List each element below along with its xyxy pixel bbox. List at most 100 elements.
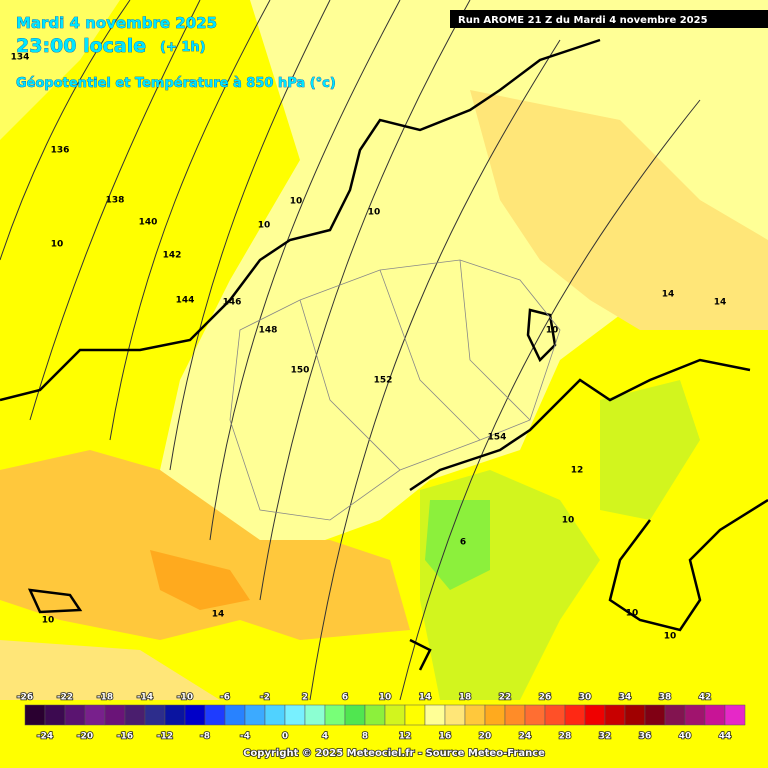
- header: Mardi 4 novembre 2025 23:00 locale (+ 1h…: [16, 10, 768, 91]
- scale-label: 42: [699, 693, 712, 703]
- scale-label: 20: [479, 732, 492, 742]
- scale-label: -12: [157, 732, 173, 742]
- scale-swatch: [724, 704, 746, 726]
- isotherm-label: 14: [212, 610, 225, 620]
- scale-swatch: [204, 704, 226, 726]
- scale-label: -14: [137, 693, 153, 703]
- scale-swatch: [284, 704, 306, 726]
- isotherm-label: 10: [51, 240, 64, 250]
- run-banner: [450, 10, 768, 28]
- isotherm-label: 10: [368, 208, 381, 218]
- coastlines: [0, 38, 768, 671]
- field-title: Géopotentiel et Température à 850 hPa (°…: [16, 76, 336, 91]
- scale-label: 8: [362, 732, 368, 742]
- scale-label: -8: [200, 732, 210, 742]
- scale-swatch: [404, 704, 426, 726]
- scale-swatch: [444, 704, 466, 726]
- scale-label: 30: [579, 693, 592, 703]
- scale-swatch: [544, 704, 566, 726]
- scale-swatch: [64, 704, 86, 726]
- scale-label: 24: [519, 732, 532, 742]
- scale-swatch: [684, 704, 706, 726]
- scale-label: -18: [97, 693, 113, 703]
- scale-label: 2: [302, 693, 308, 703]
- run-text: Run AROME 21 Z du Mardi 4 novembre 2025: [458, 15, 708, 26]
- scale-swatch: [584, 704, 606, 726]
- isohypse-label: 134: [11, 53, 30, 63]
- scale-swatch: [124, 704, 146, 726]
- isotherm-label: 10: [664, 632, 677, 642]
- scale-label: 4: [322, 732, 328, 742]
- scale-swatch: [384, 704, 406, 726]
- isotherm-label: 10: [626, 609, 639, 619]
- isotherm-label: 12: [571, 466, 584, 476]
- scale-label: 28: [559, 732, 572, 742]
- scale-swatch: [604, 704, 626, 726]
- scale-swatch: [84, 704, 106, 726]
- time: 23:00 locale: [16, 35, 146, 57]
- isohypse-lines: [0, 0, 701, 701]
- scale-label: -10: [177, 693, 193, 703]
- scale-swatch: [184, 704, 206, 726]
- scale-label: 34: [619, 693, 632, 703]
- scale-label: -16: [117, 732, 133, 742]
- scale-label: 0: [282, 732, 288, 742]
- scale-label: 10: [379, 693, 392, 703]
- scale-swatch: [224, 704, 246, 726]
- scale-label: 44: [719, 732, 732, 742]
- isohypse-label: 150: [291, 366, 310, 376]
- isohypse-label: 138: [106, 196, 125, 206]
- copyright: Copyright © 2025 Meteociel.fr - Source M…: [243, 748, 545, 759]
- scale-swatch: [524, 704, 546, 726]
- scale-swatch: [504, 704, 526, 726]
- scale-label: -26: [17, 693, 33, 703]
- scale-swatch: [484, 704, 506, 726]
- scale-swatch: [24, 704, 46, 726]
- scale-label: -22: [57, 693, 73, 703]
- scale-label: -2: [260, 693, 270, 703]
- scale-swatch: [624, 704, 646, 726]
- scale-swatch: [344, 704, 366, 726]
- scale-swatch: [664, 704, 686, 726]
- scale-swatch: [704, 704, 726, 726]
- scale-label: -20: [77, 732, 93, 742]
- isohypse-label: 148: [259, 326, 278, 336]
- scale-swatch: [264, 704, 286, 726]
- scale-label: 6: [342, 693, 348, 703]
- scale-swatch: [44, 704, 66, 726]
- isotherm-label: 10: [290, 197, 303, 207]
- isotherm-label: 10: [258, 221, 271, 231]
- scale-swatch: [564, 704, 586, 726]
- scale-label: 36: [639, 732, 652, 742]
- scale-label: 14: [419, 693, 432, 703]
- scale-label: -6: [220, 693, 230, 703]
- isotherm-label: 10: [562, 516, 575, 526]
- scale-label: 18: [459, 693, 472, 703]
- isohypse-label: 142: [163, 251, 182, 261]
- isohypse-label: 136: [51, 146, 70, 156]
- scale-swatch: [164, 704, 186, 726]
- isotherm-label: 14: [662, 290, 675, 300]
- scale-label: -4: [240, 732, 250, 742]
- scale-label: -24: [37, 732, 53, 742]
- scale-swatch: [104, 704, 126, 726]
- scale-swatch: [424, 704, 446, 726]
- isotherm-label: 10: [42, 616, 55, 626]
- scale-label: 26: [539, 693, 552, 703]
- scale-label: 16: [439, 732, 452, 742]
- isohypse-label: 152: [374, 376, 393, 386]
- lead-time: (+ 1h): [160, 40, 206, 55]
- borders: [229, 259, 561, 521]
- scale-label: 40: [679, 732, 692, 742]
- isohypse-label: 140: [139, 218, 158, 228]
- color-scale: -26-24-22-20-18-16-14-12-10-8-6-4-202468…: [16, 692, 746, 742]
- scale-swatch: [644, 704, 666, 726]
- isohypse-label: 144: [176, 296, 195, 306]
- isotherm-label: 6: [460, 538, 466, 548]
- scale-swatch: [244, 704, 266, 726]
- scale-swatch: [144, 704, 166, 726]
- scale-label: 32: [599, 732, 612, 742]
- isohypse-label: 154: [488, 433, 507, 443]
- scale-label: 12: [399, 732, 412, 742]
